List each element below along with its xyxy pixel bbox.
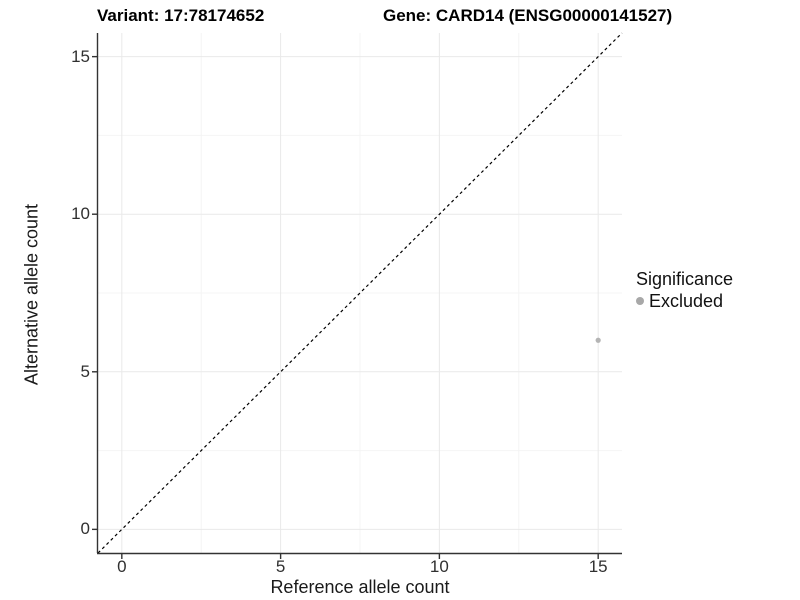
legend-title: Significance [636,269,734,289]
y-tick-label: 10 [71,204,90,224]
y-tick-label: 0 [80,519,90,539]
variant-title: Variant: 17:78174652 [97,6,265,25]
x-axis-title: Reference allele count [270,577,450,597]
x-tick-label: 10 [429,557,449,576]
legend: Significance Excluded [636,268,733,312]
x-tick-label: 5 [275,557,286,576]
legend-item-label: Excluded [649,291,724,311]
legend-item-excluded: Excluded [636,290,733,312]
data-point [595,337,601,343]
y-tick-label: 15 [71,46,90,66]
legend-point-icon [636,297,644,305]
x-tick-label: 0 [117,557,127,576]
gene-title: Gene: CARD14 (ENSG00000141527) [383,6,673,25]
y-tick-label: 5 [80,361,90,381]
y-axis-title: Alternative allele count [21,203,42,386]
x-tick-label: 15 [588,557,608,576]
